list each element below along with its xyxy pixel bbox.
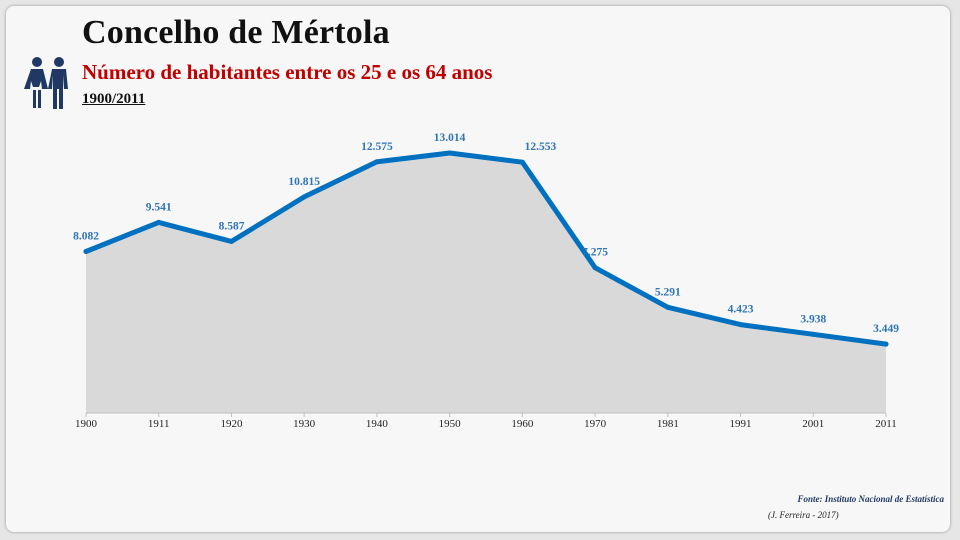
x-tick-label-1991: 1991 [730, 418, 752, 430]
data-point-2001 [810, 331, 816, 337]
data-label-1940: 12.575 [361, 141, 393, 153]
author-credit: (J. Ferreira - 2017) [768, 510, 839, 520]
data-label-1950: 13.014 [434, 132, 466, 144]
data-label-1920: 8.587 [219, 220, 245, 232]
x-axis: 1900 1911 1920 1930 1940 1950 1960 1970 1981 1991… [75, 412, 897, 430]
x-tick-label-1960: 1960 [511, 418, 534, 430]
data-point-1930 [301, 194, 307, 200]
x-tick-label-1940: 1940 [366, 418, 389, 430]
x-tick-label-1950: 1950 [439, 418, 462, 430]
x-tick-label-1981: 1981 [657, 418, 679, 430]
data-label-1991: 4.423 [728, 304, 754, 316]
x-tick-label-1900: 1900 [75, 418, 98, 430]
chart-subtitle: Número de habitantes entre os 25 e os 64… [82, 60, 493, 84]
data-point-1950 [447, 150, 453, 156]
data-label-1960: 12.553 [525, 141, 557, 153]
period-label: 1900/2011 [82, 91, 146, 107]
area-fill [86, 153, 886, 413]
data-point-1911 [156, 219, 162, 225]
area-layer [86, 153, 886, 413]
data-label-1981: 5.291 [655, 286, 681, 298]
data-label-2011: 3.449 [873, 323, 899, 335]
data-point-1981 [665, 304, 671, 310]
data-point-1900 [83, 249, 89, 254]
data-point-1991 [738, 322, 743, 328]
x-tick-label-1920: 1920 [220, 418, 243, 430]
data-point-1970 [592, 265, 598, 271]
line-layer [83, 150, 889, 347]
data-point-2011 [883, 341, 889, 347]
data-label-1911: 9.541 [146, 201, 172, 213]
data-label-1930: 10.815 [288, 176, 320, 188]
source-note: Fonte: Instituto Nacional de Estatística [797, 494, 944, 504]
data-label-2001: 3.938 [800, 313, 826, 325]
series-line [83, 150, 889, 347]
x-tick-label-1930: 1930 [293, 418, 316, 430]
page-title: Concelho de Mértola [82, 14, 390, 51]
x-tick-label-1970: 1970 [584, 418, 607, 430]
x-tick-label-2001: 2001 [802, 418, 824, 430]
x-tick-label-2011: 2011 [875, 418, 897, 430]
data-label-1900: 8.082 [73, 231, 99, 243]
label-layer: 8.082 9.541 8.587 10.815 12.575 13.014 12.553 7… [73, 132, 899, 335]
data-point-1940 [374, 159, 380, 165]
people-icon [24, 57, 68, 109]
x-tick-label-1911: 1911 [148, 418, 170, 430]
data-point-1960 [519, 159, 525, 165]
data-label-1970: 7.275 [582, 247, 608, 259]
data-point-1920 [229, 238, 234, 244]
